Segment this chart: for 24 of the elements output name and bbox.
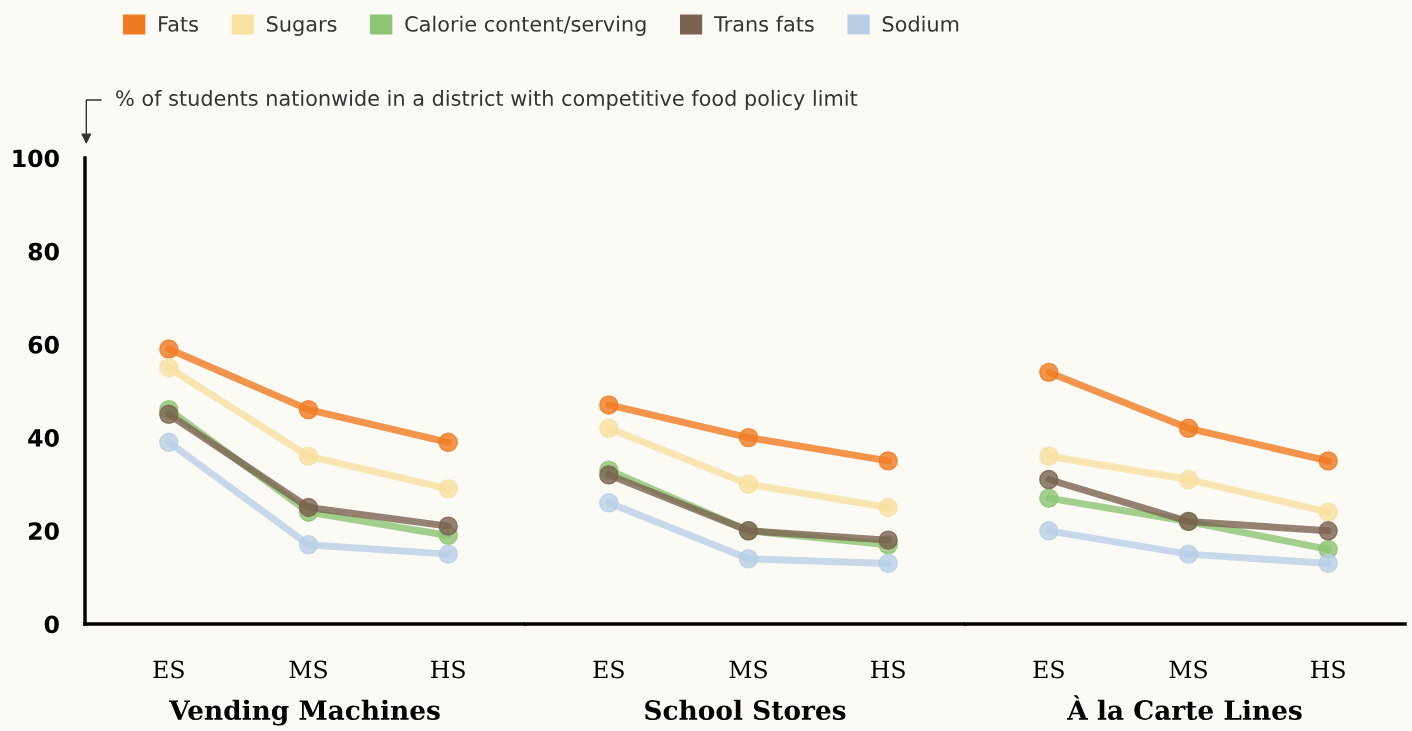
- x-tick-label: HS: [431, 660, 465, 679]
- x-axis-title: À la Carte Lines: [1067, 695, 1302, 721]
- x-tick-label: MS: [289, 660, 327, 679]
- x-axis-title: Vending Machines: [168, 699, 440, 726]
- legend-label: Fats: [159, 16, 198, 32]
- legend-label: Sodium: [882, 15, 959, 32]
- legend-label: Calorie content/serving: [405, 15, 646, 36]
- x-tick-label: HS: [1311, 660, 1345, 679]
- y-tick-label: 20: [29, 522, 59, 541]
- x-tick-label: ES: [153, 660, 184, 679]
- x-axis-title: School Stores: [645, 699, 846, 721]
- y-tick-label: 40: [28, 429, 59, 447]
- legend-label: Sugars: [266, 16, 337, 36]
- y-tick-label: 60: [28, 335, 59, 354]
- y-tick-label: 80: [28, 242, 59, 261]
- text: % of students nationwide in a district with competitive food policy limit: [116, 89, 858, 111]
- legend-label: Trans fats: [713, 15, 814, 32]
- x-tick-label: MS: [729, 660, 767, 679]
- x-tick-label: HS: [871, 660, 905, 679]
- x-tick-label: MS: [1169, 660, 1207, 679]
- x-tick-label: ES: [1033, 660, 1064, 679]
- x-tick-label: ES: [593, 660, 624, 679]
- y-tick-label: 0: [44, 615, 59, 634]
- y-tick-label: 100: [13, 149, 59, 168]
